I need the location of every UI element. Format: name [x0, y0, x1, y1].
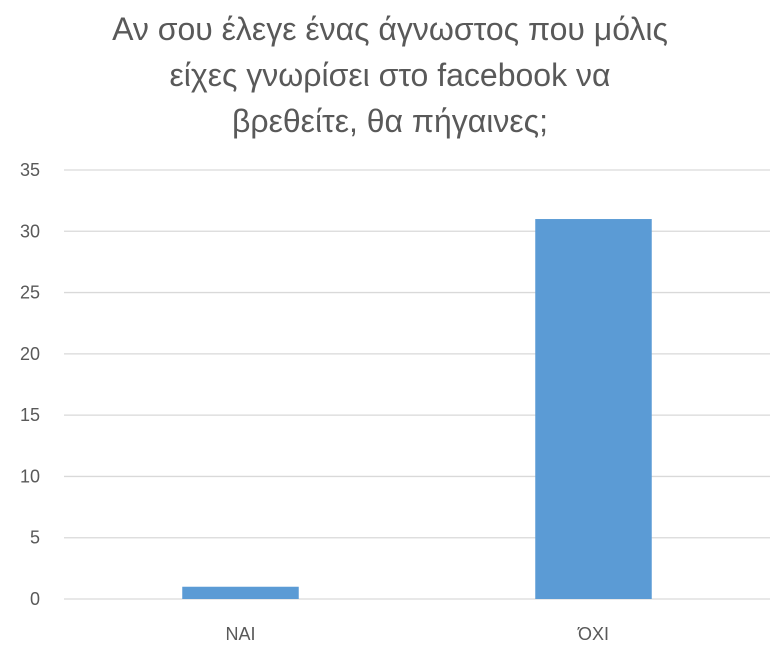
x-category-label: ΌΧΙ: [577, 624, 609, 644]
y-tick-label: 35: [20, 160, 40, 180]
y-tick-label: 20: [20, 344, 40, 364]
bars: [182, 219, 652, 599]
gridlines: [64, 169, 770, 600]
chart-title-line-3: βρεθείτε, θα πήγαινες;: [232, 103, 548, 139]
y-tick-label: 25: [20, 283, 40, 303]
chart-title-line-1: Αν σου έλεγε ένας άγνωστος που μόλις: [112, 11, 668, 47]
x-category-label: ΝΑΙ: [225, 624, 255, 644]
chart-title: Αν σου έλεγε ένας άγνωστος που μόλις είχ…: [0, 6, 780, 144]
y-axis-ticks: 0 5 10 15 20 25 30 35: [20, 160, 40, 609]
bar-0: [182, 586, 299, 599]
chart-title-line-2: είχες γνωρίσει στο facebook να: [169, 57, 611, 93]
y-tick-label: 5: [30, 528, 40, 548]
y-tick-label: 15: [20, 405, 40, 425]
y-tick-label: 0: [30, 589, 40, 609]
y-tick-label: 30: [20, 221, 40, 241]
x-axis-labels: ΝΑΙ ΌΧΙ: [225, 624, 608, 644]
bar-1: [535, 219, 652, 599]
y-tick-label: 10: [20, 466, 40, 486]
